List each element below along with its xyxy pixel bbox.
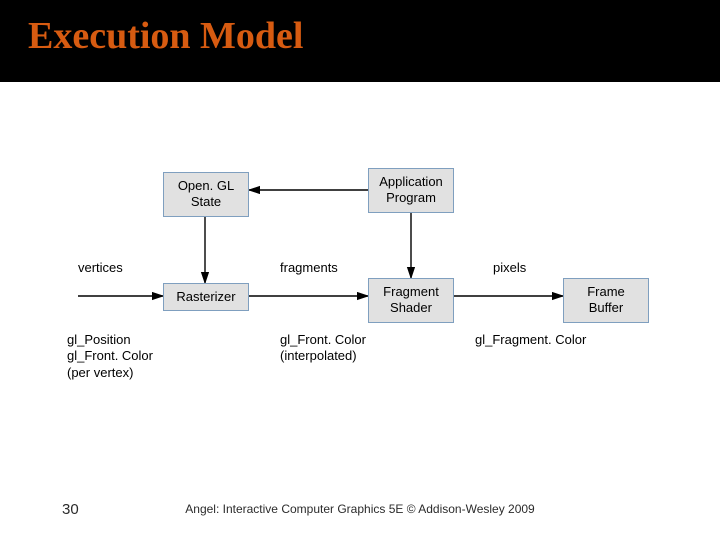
footer-citation: Angel: Interactive Computer Graphics 5E … <box>0 502 720 516</box>
label-vertices: vertices <box>78 260 123 276</box>
label-gl_front: gl_Front. Color(interpolated) <box>280 332 366 365</box>
label-gl_fragcolor: gl_Fragment. Color <box>475 332 586 348</box>
label-gl_pos: gl_Positiongl_Front. Color(per vertex) <box>67 332 153 381</box>
box-app_program: ApplicationProgram <box>368 168 454 213</box>
box-rasterizer: Rasterizer <box>163 283 249 311</box>
box-frag_shader: FragmentShader <box>368 278 454 323</box>
label-fragments: fragments <box>280 260 338 276</box>
label-pixels: pixels <box>493 260 526 276</box>
diagram: Open. GLState ApplicationProgram Rasterize… <box>0 0 720 540</box>
box-frame_buffer: FrameBuffer <box>563 278 649 323</box>
box-opengl_state: Open. GLState <box>163 172 249 217</box>
